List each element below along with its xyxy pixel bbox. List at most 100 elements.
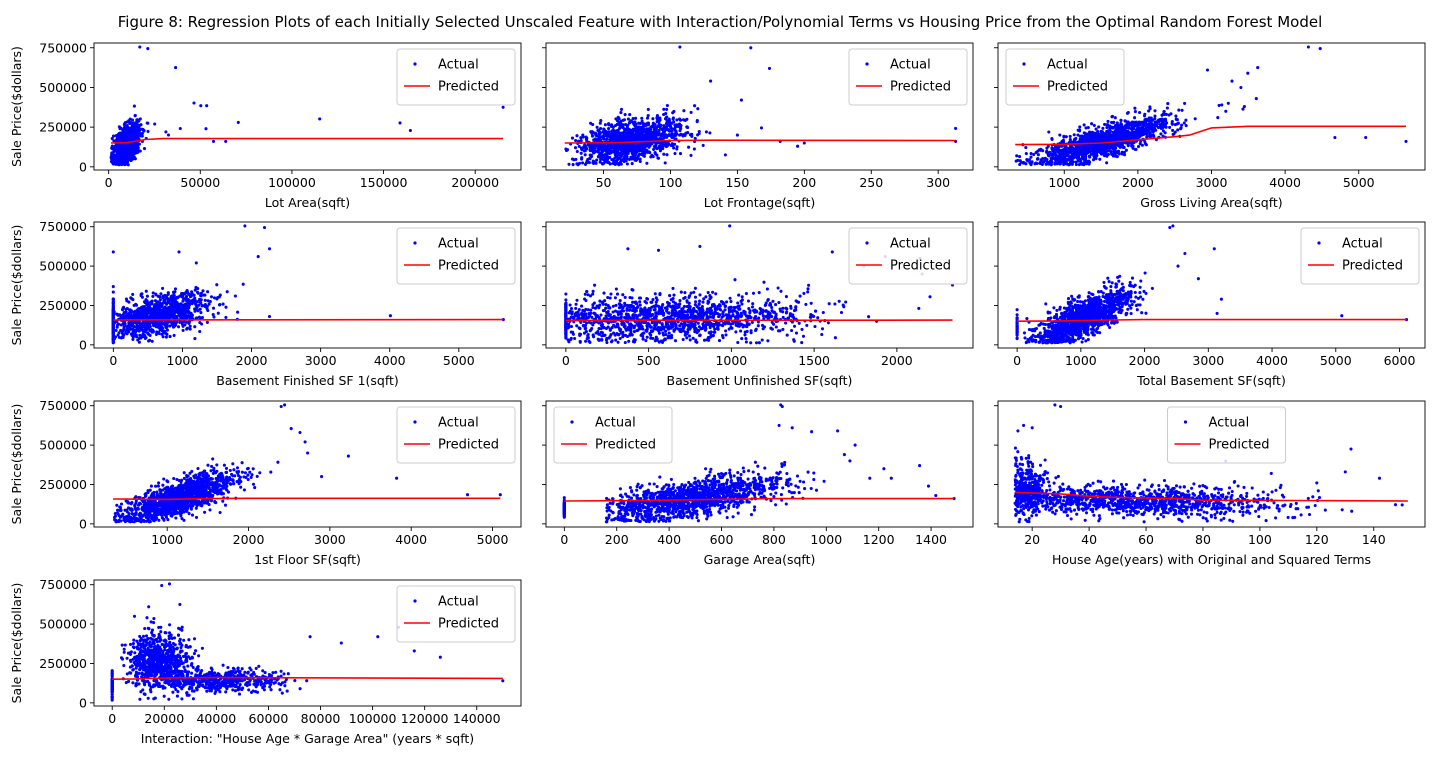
actual-point <box>126 147 130 152</box>
actual-point <box>598 132 602 136</box>
actual-point <box>1085 151 1089 155</box>
actual-point <box>637 152 642 156</box>
actual-point <box>634 124 638 128</box>
actual-point <box>601 136 605 140</box>
actual-point <box>1083 154 1087 158</box>
actual-point <box>1130 127 1134 132</box>
x-tick-label: 1000 <box>1048 175 1080 190</box>
actual-point <box>1109 125 1114 129</box>
actual-point <box>649 125 653 129</box>
actual-point <box>616 149 620 153</box>
actual-point <box>1068 134 1072 138</box>
actual-point <box>1148 107 1152 111</box>
actual-point <box>651 117 655 121</box>
actual-point <box>662 107 666 111</box>
actual-point <box>1162 110 1166 114</box>
actual-point <box>1030 160 1034 164</box>
actual-point <box>127 128 131 132</box>
actual-point <box>655 116 659 120</box>
actual-point <box>609 124 613 128</box>
actual-point <box>583 153 587 157</box>
actual-point <box>133 147 137 152</box>
actual-point <box>117 163 121 167</box>
actual-point <box>638 146 642 150</box>
actual-point <box>1125 126 1129 130</box>
actual-point <box>111 290 115 294</box>
actual-point <box>1174 114 1178 118</box>
actual-point <box>136 150 140 154</box>
actual-point <box>127 321 131 325</box>
actual-point <box>135 118 139 122</box>
actual-point <box>632 128 636 132</box>
predicted-line <box>564 139 956 144</box>
actual-point <box>608 155 612 159</box>
actual-point <box>1077 153 1081 157</box>
actual-point <box>115 312 119 316</box>
actual-point <box>1136 126 1140 130</box>
actual-point <box>1154 123 1159 127</box>
actual-point <box>408 128 412 133</box>
actual-point <box>215 297 219 301</box>
actual-point <box>1133 110 1137 114</box>
actual-point <box>604 129 608 133</box>
actual-point <box>1060 144 1064 148</box>
actual-point <box>198 320 202 325</box>
actual-point <box>185 326 190 330</box>
actual-point <box>206 290 210 294</box>
actual-point <box>604 149 608 153</box>
actual-point <box>675 124 679 129</box>
actual-point <box>1075 148 1079 152</box>
actual-point <box>579 139 583 143</box>
actual-point <box>1118 125 1122 129</box>
actual-point <box>570 136 575 140</box>
actual-point <box>119 323 123 327</box>
actual-point <box>1045 146 1049 150</box>
actual-point <box>135 122 139 126</box>
actual-point <box>1161 126 1165 130</box>
actual-point <box>1138 142 1142 146</box>
actual-point <box>204 127 208 131</box>
actual-point <box>164 130 168 134</box>
actual-point <box>1086 139 1090 143</box>
actual-point <box>1122 153 1127 157</box>
actual-point <box>1120 143 1124 148</box>
actual-point <box>236 120 240 124</box>
actual-point <box>181 294 185 298</box>
actual-point <box>192 101 196 105</box>
actual-point <box>1224 109 1228 113</box>
actual-point <box>110 136 114 141</box>
actual-point <box>1112 130 1116 134</box>
actual-point <box>682 109 686 113</box>
actual-point <box>209 295 214 299</box>
actual-point <box>662 124 666 128</box>
actual-point <box>672 146 676 150</box>
actual-point <box>652 136 656 140</box>
actual-point <box>591 159 595 163</box>
actual-point <box>1066 150 1070 154</box>
actual-point <box>1153 114 1157 118</box>
actual-point <box>675 118 679 122</box>
actual-point <box>111 314 115 318</box>
x-axis-label: Gross Living Area(sqft) <box>1140 195 1282 210</box>
actual-point <box>1034 161 1038 165</box>
actual-point <box>195 305 199 310</box>
actual-point <box>615 132 619 136</box>
actual-point <box>1084 126 1088 130</box>
x-tick-label: 200000 <box>451 175 499 190</box>
actual-point <box>1156 118 1161 122</box>
actual-point <box>689 110 693 114</box>
actual-point <box>1072 139 1077 143</box>
actual-point <box>136 143 140 147</box>
actual-point <box>1126 123 1130 127</box>
actual-point <box>131 131 135 135</box>
actual-point <box>1097 137 1102 142</box>
actual-point <box>1113 116 1117 120</box>
actual-point <box>111 307 115 311</box>
actual-point <box>623 113 627 117</box>
actual-point <box>642 145 647 149</box>
legend-actual-marker <box>865 62 869 66</box>
actual-point <box>630 162 634 166</box>
actual-point <box>584 135 588 139</box>
actual-point <box>193 307 197 311</box>
